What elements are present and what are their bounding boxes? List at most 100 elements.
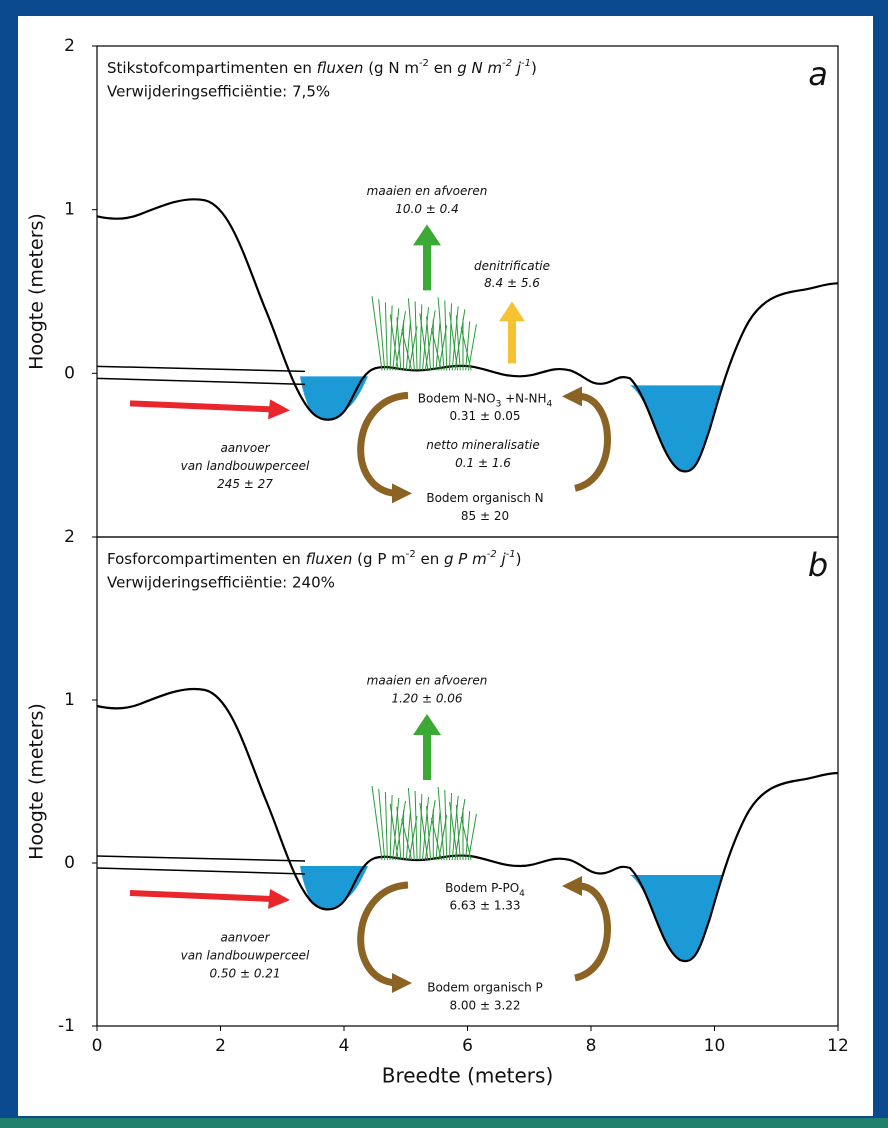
grass-blade xyxy=(444,300,448,371)
grass-blade xyxy=(395,800,406,861)
canvas xyxy=(18,16,873,1116)
grass-blade xyxy=(419,802,429,861)
flux-name: netto mineralisatie xyxy=(426,438,540,452)
flux-name: van landbouwperceel xyxy=(181,949,310,963)
pool-name: Bodem organisch N xyxy=(426,491,543,505)
flux-value: 0.1 ± 1.6 xyxy=(455,456,511,470)
pool-value: 85 ± 20 xyxy=(461,509,509,523)
flux-name: maaien en afvoeren xyxy=(367,674,488,688)
grass-blade xyxy=(449,792,452,861)
grass-blade xyxy=(449,801,459,861)
y-tick-label: 2 xyxy=(64,36,75,56)
drain-pipe xyxy=(96,855,306,862)
cycle-arrow-head xyxy=(392,973,412,993)
title-part: fluxen xyxy=(306,550,353,568)
drain-pipe xyxy=(96,377,306,386)
title-part: -2 xyxy=(419,58,429,69)
x-tick-label: 6 xyxy=(462,1036,473,1056)
drain-pipe xyxy=(96,867,306,875)
pool-name: Bodem organisch P xyxy=(427,981,543,995)
title-part: -2 xyxy=(406,549,416,560)
title-part: (g N m xyxy=(363,59,419,77)
x-tick-label: 8 xyxy=(586,1036,597,1056)
panel-label: a xyxy=(808,55,828,93)
grass-blade xyxy=(455,804,461,861)
grass-blade xyxy=(371,296,383,371)
grass-blade xyxy=(401,818,413,861)
grass-blade xyxy=(405,323,411,371)
y-tick-label: 1 xyxy=(64,690,75,710)
grass-blade xyxy=(455,315,461,371)
grass-blade xyxy=(430,328,442,371)
flux-value: 245 ± 27 xyxy=(217,477,273,491)
x-tick-label: 12 xyxy=(827,1036,849,1056)
y-tick-label: -1 xyxy=(58,1016,75,1036)
grass-blade xyxy=(435,811,441,861)
y-tick-label: 1 xyxy=(64,200,75,220)
panel-label: b xyxy=(808,546,828,584)
grass-blade xyxy=(430,817,442,861)
water xyxy=(627,875,723,962)
grass-blade xyxy=(467,813,477,861)
terrain xyxy=(96,687,839,963)
x-tick-label: 0 xyxy=(92,1036,103,1056)
title-part: en xyxy=(416,550,444,568)
cycle-arrow-head xyxy=(392,483,412,504)
cycle-arrow xyxy=(357,391,409,497)
grass-blade xyxy=(389,305,393,371)
grass-blade xyxy=(460,327,472,371)
title-part: -1 xyxy=(506,549,516,560)
pool-name-part: 4 xyxy=(547,399,553,409)
y-tick-label: 0 xyxy=(64,853,75,873)
panel-title: Stikstofcompartimenten en fluxen (g N m-… xyxy=(107,58,537,77)
grass-blade xyxy=(426,316,432,371)
y-tick-label: 0 xyxy=(64,363,75,383)
grass-blade xyxy=(378,788,386,861)
title-part: g P m xyxy=(444,550,487,568)
water xyxy=(627,385,723,472)
water xyxy=(300,376,368,420)
flux-name: van landbouwperceel xyxy=(181,459,310,473)
flux-name: maaien en afvoeren xyxy=(367,184,488,198)
grass-blade xyxy=(424,310,436,371)
panel-title: Fosforcompartimenten en fluxen (g P m-2 … xyxy=(107,549,522,568)
grass-blade xyxy=(384,791,388,861)
grass-blade xyxy=(407,298,415,371)
bottom-strip xyxy=(0,1118,888,1128)
flux-name: aanvoer xyxy=(220,441,270,455)
grass-blade xyxy=(396,806,402,861)
flux-name: denitrificatie xyxy=(474,259,550,273)
x-tick-label: 10 xyxy=(704,1036,726,1056)
cycle-arrow-head xyxy=(562,876,582,896)
grass-blade xyxy=(435,322,441,371)
title-part: Fosforcompartimenten en xyxy=(107,550,306,568)
grass-blade xyxy=(414,301,418,371)
flux-name: aanvoer xyxy=(220,931,270,945)
scene: maaien en afvoeren 10.0 ± 0.4 denitrificat… xyxy=(96,184,839,523)
x-tick-label: 2 xyxy=(215,1036,226,1056)
pool-name-part: 4 xyxy=(519,889,525,899)
grass-blade xyxy=(451,306,459,371)
grass-blade xyxy=(378,299,386,371)
grass-blade xyxy=(449,303,452,371)
grass-blade xyxy=(437,786,445,861)
grass-blade xyxy=(371,785,383,861)
title-part: j xyxy=(497,550,507,568)
water xyxy=(300,866,368,910)
input-arrow-head xyxy=(268,399,290,420)
grass-blade xyxy=(454,309,466,371)
title-part: -2 xyxy=(502,58,512,69)
pool-name-part: Bodem N-NO xyxy=(418,391,496,405)
cycle-arrow xyxy=(573,882,611,982)
grass-blade xyxy=(389,803,399,861)
pool-value: 0.31 ± 0.05 xyxy=(449,409,520,423)
terrain xyxy=(96,198,839,473)
flux-value: 8.4 ± 5.6 xyxy=(484,276,540,290)
grass-blade xyxy=(389,314,399,371)
cycle-arrow xyxy=(573,392,611,492)
grass-blade xyxy=(437,297,445,371)
pool-name: Bodem N-NO3 +N-NH4 xyxy=(418,391,553,409)
grass-blade xyxy=(465,810,471,861)
grass-blade xyxy=(465,321,471,371)
grass-blade xyxy=(451,795,459,861)
